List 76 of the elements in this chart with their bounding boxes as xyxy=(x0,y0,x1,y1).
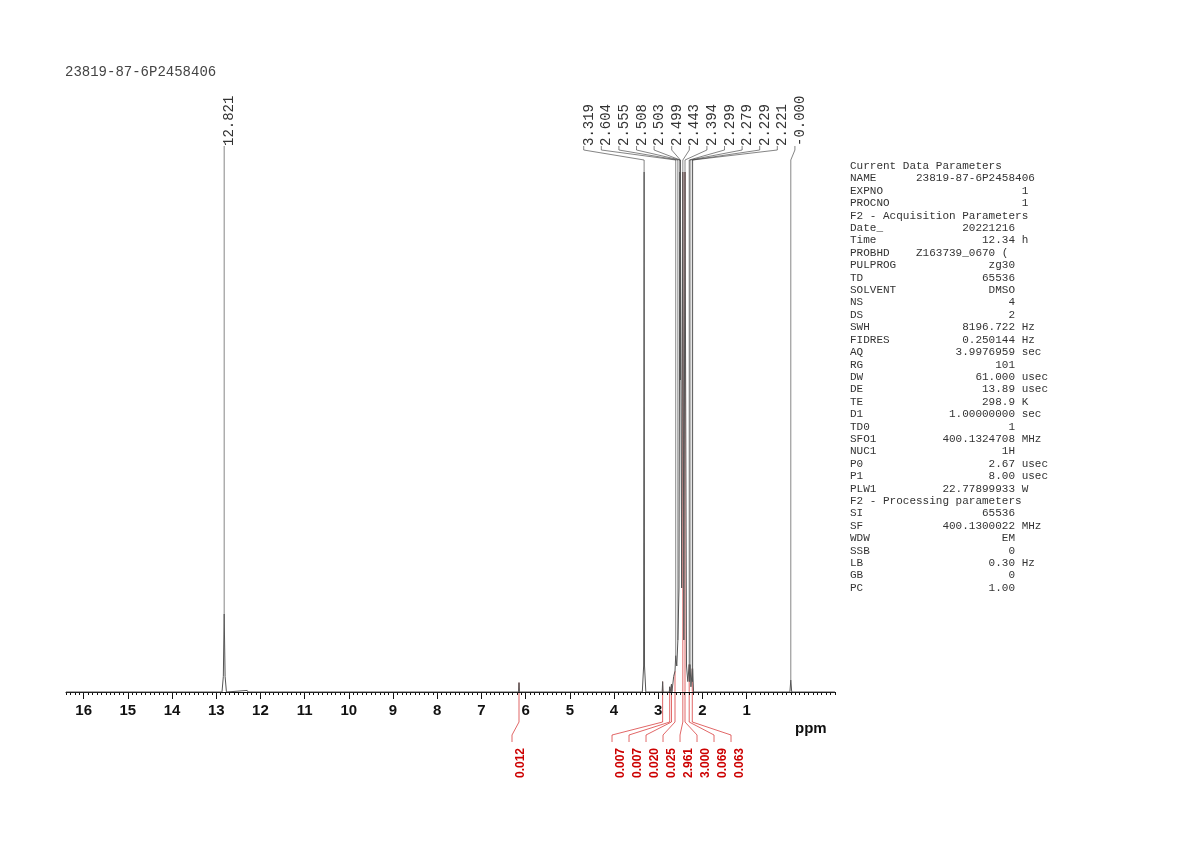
text: SWH 8196.722 Hz xyxy=(850,321,1036,334)
annotation: 3.319 xyxy=(580,103,597,146)
text: NS 4 xyxy=(850,296,1017,309)
text: SOLVENT DMSO xyxy=(850,284,1017,297)
annotation: 2.229 xyxy=(756,103,773,146)
text: F2 - Processing parameters xyxy=(850,494,1023,508)
text: WDW EM xyxy=(850,532,1017,545)
annotation: 2.961 xyxy=(681,747,696,778)
text: PLW1 22.77899933 W xyxy=(850,482,1030,495)
text: SSB 0 xyxy=(850,544,1017,557)
x-tick-label: 7 xyxy=(477,701,486,718)
text: GB 0 xyxy=(850,569,1017,582)
x-axis-title: ppm xyxy=(795,719,827,736)
annotation: 0.007 xyxy=(613,747,628,778)
x-tick-label: 11 xyxy=(296,701,313,718)
text: PROBHD Z163739_0670 ( xyxy=(850,246,1010,260)
x-tick-label: 15 xyxy=(119,701,137,718)
x-tick-label: 12 xyxy=(252,701,269,718)
x-tick-label: 10 xyxy=(340,701,358,718)
text: DE 13.89 usec xyxy=(850,383,1049,396)
annotation: 2.508 xyxy=(633,103,650,146)
x-tick-label: 1 xyxy=(742,701,751,718)
annotation: 0.025 xyxy=(664,747,679,778)
text: SFO1 400.1324708 MHz xyxy=(850,432,1043,446)
text: FIDRES 0.250144 Hz xyxy=(850,333,1036,347)
annotation: 2.555 xyxy=(615,103,632,146)
text: TD 65536 xyxy=(850,271,1017,285)
text: EXPNO 1 xyxy=(850,184,1030,198)
x-tick-label: 8 xyxy=(433,701,442,718)
annotation: 0.069 xyxy=(715,747,730,778)
text: TE 298.9 K xyxy=(850,395,1030,409)
text: Time 12.34 h xyxy=(850,234,1030,247)
text: PC 1.00 xyxy=(850,581,1017,595)
x-tick-label: 16 xyxy=(75,701,93,718)
x-tick-label: 9 xyxy=(388,701,398,718)
text: SI 65536 xyxy=(850,507,1017,520)
text: F2 - Acquisition Parameters xyxy=(850,209,1030,223)
annotation: 0.012 xyxy=(513,747,527,778)
text: Current Data Parameters xyxy=(850,160,1003,173)
x-tick-label: 4 xyxy=(609,701,619,718)
text: Date_ 20221216 xyxy=(850,222,1017,235)
annotation: 2.443 xyxy=(686,103,703,146)
annotation: 2.503 xyxy=(651,103,668,146)
chart-title: 23819-87-6P2458406 xyxy=(65,64,217,80)
annotation: 12.821 xyxy=(221,95,238,146)
annotation: 0.020 xyxy=(647,747,662,778)
text: P0 2.67 usec xyxy=(850,457,1049,471)
annotation: 2.299 xyxy=(721,103,738,146)
annotation: 2.499 xyxy=(668,103,685,146)
text: RG 101 xyxy=(850,358,1017,371)
annotation: 0.063 xyxy=(732,747,747,778)
annotation: 2.394 xyxy=(703,103,720,146)
text: NAME 23819-87-6P2458406 xyxy=(850,172,1036,185)
text: P1 8.00 usec xyxy=(850,470,1049,483)
text: PROCNO 1 xyxy=(850,197,1030,210)
annotation: 2.604 xyxy=(598,103,615,146)
x-tick-label: 14 xyxy=(163,701,182,718)
text: TD0 1 xyxy=(850,420,1017,433)
text: DW 61.000 usec xyxy=(850,370,1049,384)
x-tick-label: 2 xyxy=(698,701,707,718)
x-tick-label: 5 xyxy=(565,701,574,718)
annotation: 2.221 xyxy=(774,103,791,146)
annotation: 3.000 xyxy=(698,747,713,778)
annotation: 2.279 xyxy=(739,103,756,146)
x-tick-label: 13 xyxy=(207,701,225,718)
annotation: 0.007 xyxy=(630,747,645,778)
annotation: -0.000 xyxy=(791,95,808,146)
text: DS 2 xyxy=(850,308,1017,322)
x-tick-label: 3 xyxy=(654,701,663,718)
text: LB 0.30 Hz xyxy=(850,557,1036,570)
text: SF 400.1300022 MHz xyxy=(850,519,1043,533)
text: NUC1 1H xyxy=(850,445,1017,458)
text: PULPROG zg30 xyxy=(850,259,1017,272)
text: AQ 3.9976959 sec xyxy=(850,346,1043,359)
text: D1 1.00000000 sec xyxy=(850,408,1043,421)
x-tick-label: 6 xyxy=(521,701,530,718)
